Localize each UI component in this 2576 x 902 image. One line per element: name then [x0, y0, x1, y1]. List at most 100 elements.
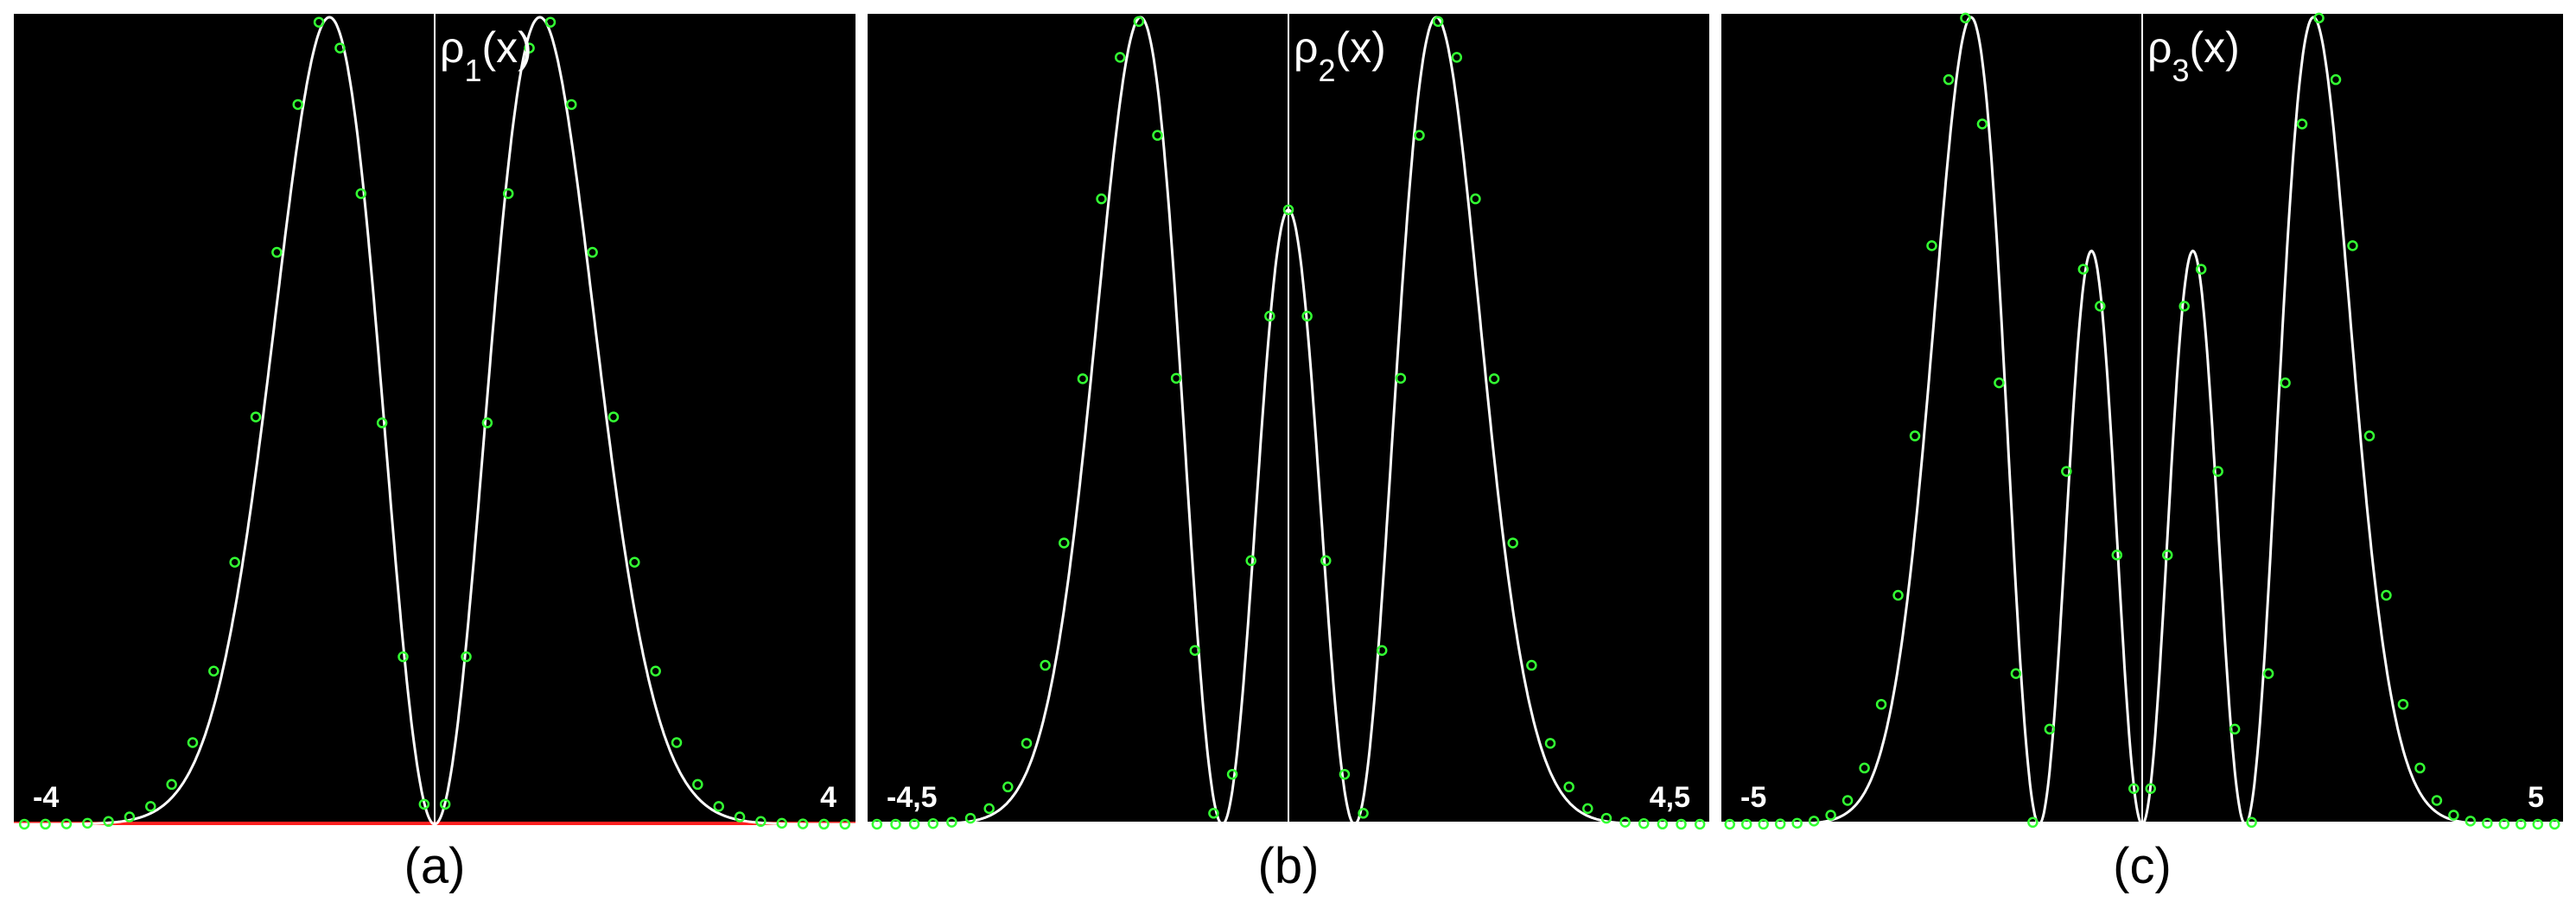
panel-b-marker-point [1021, 738, 1033, 749]
panel-b-marker-point [927, 817, 939, 829]
panel-b-marker-point [1657, 818, 1669, 830]
panel-c-ylabel-base: ρ [2147, 23, 2172, 72]
panel-c-marker-point [2095, 301, 2106, 312]
panel-b-marker-point [946, 816, 957, 828]
panel-c-marker-point [1892, 589, 1904, 601]
panel-c-marker-point [2482, 817, 2493, 829]
panel-a-marker-point [250, 411, 262, 422]
panel-c-marker-point [1740, 818, 1752, 830]
panel-b-ylabel-tail: (x) [1335, 23, 1385, 72]
panel-b: -4,5 4,5 ρ2(x) (b) [868, 14, 1709, 894]
panel-c-marker-point [1926, 240, 1937, 251]
panel-b-marker-point [1077, 373, 1089, 384]
panel-a-marker-point [18, 818, 30, 830]
panel-b-exact-curve [868, 16, 1709, 826]
panel-c-marker-point [2498, 818, 2510, 829]
panel-a-marker-point [734, 811, 746, 823]
panel-b-marker-point [1170, 372, 1182, 384]
panel-c-marker-point [2296, 118, 2308, 130]
panel-c-marker-point [1841, 795, 1854, 806]
panel-a-marker-point [229, 556, 240, 568]
panel-a-exact-curve [14, 16, 855, 826]
panel-a-marker-point [481, 417, 493, 429]
panel-c-marker-point [2330, 73, 2342, 86]
panel-b-marker-point [1600, 812, 1612, 824]
panel-b-marker-point [1002, 781, 1014, 793]
panel-c-marker-point [2465, 816, 2477, 827]
panel-c-caption: (c) [2113, 838, 2172, 894]
panel-b-marker-point [1096, 193, 1107, 205]
panel-b-marker-point [1320, 555, 1332, 567]
panel-c-marker-point [2212, 466, 2223, 477]
panel-b-marker-point [964, 812, 976, 824]
panel-a-ylabel-tail: (x) [481, 23, 531, 72]
panel-a-marker-point [40, 818, 51, 830]
panel-c-marker-point [2549, 818, 2560, 830]
panel-b-marker-point [1376, 645, 1388, 657]
panel-a-marker-point [103, 816, 114, 828]
panel-b-marker-point [1339, 768, 1351, 780]
panel-c-marker-point [2027, 816, 2039, 829]
panel-b-marker-point [1358, 808, 1369, 819]
panel-c-xmax-label: 5 [2528, 781, 2544, 814]
panel-c-marker-point [2145, 783, 2156, 794]
panel-c-marker-point [2246, 816, 2257, 829]
panel-b-marker-point [1189, 645, 1201, 657]
panel-b-marker-point [1451, 52, 1463, 63]
panel-a-xmax-label: 4 [820, 781, 836, 814]
panel-a-ylabel: ρ1(x) [440, 23, 532, 88]
panel-b-marker-point [1676, 818, 1687, 830]
panel-a-marker-point [671, 737, 683, 748]
panel-b-markers [871, 16, 1706, 830]
panel-c-marker-point [1758, 818, 1769, 830]
panel-c-marker-point [2381, 589, 2392, 601]
panel-c-marker-point [2363, 430, 2376, 441]
panel-c-marker-point [2010, 668, 2022, 679]
panel-b-marker-point [1694, 818, 1706, 830]
panel-c-marker-point [1808, 816, 1820, 827]
panel-b-marker-point [983, 803, 995, 815]
panel-a-marker-point [713, 801, 724, 812]
panel-a-marker-point [187, 737, 199, 748]
panel-a-marker-point [818, 818, 830, 830]
panel-a-marker-point [502, 187, 514, 200]
panel-b-marker-point [1226, 768, 1238, 780]
panel-b-marker-point [1488, 373, 1500, 384]
panel-c-marker-point [1875, 698, 1887, 710]
panel-b-marker-point [1133, 16, 1145, 28]
panel-a-marker-point [650, 665, 661, 677]
panel-b-xmin-label: -4,5 [887, 781, 938, 814]
panel-b-marker-point [1208, 808, 1219, 819]
panel-c-marker-point [1724, 818, 1735, 830]
panel-c-xmin-label: -5 [1740, 781, 1766, 814]
panel-b-xmax-label: 4,5 [1650, 781, 1690, 814]
panel-c-ylabel-sub: 3 [2172, 53, 2189, 88]
panel-c-markers [1724, 12, 2560, 830]
panel-a-marker-point [524, 42, 535, 54]
panel-a-marker-point [334, 42, 346, 54]
panel-a-marker-point [797, 818, 809, 829]
panel-b-marker-point [1152, 130, 1163, 141]
panel-a-marker-point [692, 778, 703, 791]
panel-c-marker-point [2280, 377, 2291, 389]
panel-a-marker-point [81, 817, 93, 829]
panel-c-marker-point [1994, 377, 2005, 389]
panel-a-marker-point [166, 778, 177, 791]
panel-b-ylabel: ρ2(x) [1294, 23, 1386, 88]
panel-c-marker-point [2414, 762, 2426, 774]
panel-a-markers [18, 16, 851, 830]
panel-b-marker-point [1282, 204, 1294, 216]
panel-a-marker-point [124, 811, 136, 823]
panel-c-marker-point [2178, 301, 2190, 312]
panel-b-marker-point [1526, 659, 1537, 671]
panel-a-marker-point [755, 816, 766, 828]
panel-a-marker-point [566, 98, 577, 111]
panel-b-marker-point [1544, 738, 1556, 749]
panel-a: -4 4 ρ1(x) (a) [14, 14, 855, 894]
panel-b-marker-point [1040, 659, 1051, 671]
panel-c-marker-point [2111, 549, 2123, 561]
panel-a-marker-point [544, 16, 557, 28]
panel-a-marker-point [398, 651, 409, 663]
panel-b-marker-point [871, 818, 883, 830]
